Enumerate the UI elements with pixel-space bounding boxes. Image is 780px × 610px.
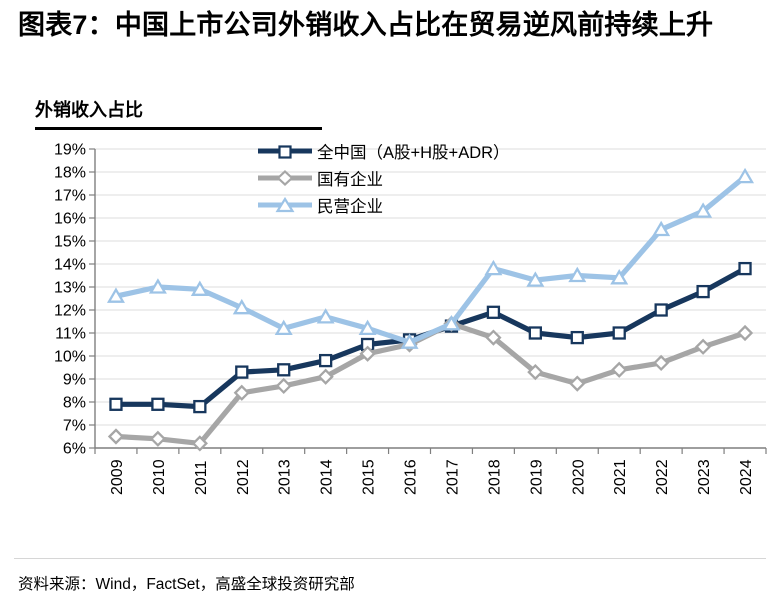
legend-item-soe: 国有企业 (256, 165, 510, 191)
y-axis-label: 15% (54, 234, 86, 251)
x-axis-label: 2024 (738, 459, 755, 495)
y-axis-label: 17% (54, 188, 86, 205)
y-axis-label: 18% (54, 165, 86, 182)
y-axis-label: 14% (54, 257, 86, 274)
x-axis-label: 2023 (696, 459, 713, 495)
x-axis-label: 2019 (528, 459, 545, 495)
line-chart-svg: 6% 7% 8% 9% 10% 11% 12% 13% 14% 15% 16% 17% 18% 19% 20… (54, 142, 767, 495)
legend-item-label: 民营企业 (317, 198, 383, 216)
chart-subtitle: 外销收入占比 (35, 96, 322, 130)
x-axis-label: 2018 (486, 459, 503, 495)
x-axis-label: 2016 (403, 459, 420, 495)
y-axis-label: 6% (63, 441, 86, 458)
x-axis-label: 2021 (612, 459, 629, 495)
x-axis-label: 2013 (277, 459, 294, 495)
x-axis-label: 2014 (319, 459, 336, 495)
y-axis-label: 11% (55, 326, 86, 343)
x-axis-label: 2015 (361, 459, 378, 495)
series-soe (107, 315, 754, 452)
legend-item-label: 全中国（A股+H股+ADR） (317, 144, 510, 162)
source-note: 资料来源：Wind，FactSet，高盛全球投资研究部 (18, 576, 355, 593)
y-axis-label: 12% (54, 303, 86, 320)
x-axis-labels: 2009 2010 2011 2012 2013 2014 2015 2016 2017 2018… (109, 459, 755, 495)
legend-swatch-diamond-icon (256, 169, 314, 187)
x-axis-label: 2009 (109, 459, 126, 495)
series-line-private (115, 174, 747, 345)
series-private (106, 167, 755, 349)
exhibit-title: 图表7：中国上市公司外销收入占比在贸易逆风前持续上升 (18, 10, 714, 40)
y-axis-labels: 6% 7% 8% 9% 10% 11% 12% 13% 14% 15% 16% 17% 18% 19% (54, 142, 86, 458)
footer-divider (14, 558, 766, 559)
legend: 全中国（A股+H股+ADR） 国有企业 民营企业 (256, 138, 510, 218)
y-axis-label: 8% (63, 395, 86, 412)
y-axis-label: 19% (54, 142, 86, 159)
legend-item-label: 国有企业 (317, 171, 383, 189)
legend-item-private: 民营企业 (256, 192, 510, 218)
x-axis-label: 2020 (570, 459, 587, 495)
y-axis-label: 7% (63, 418, 86, 435)
x-axis-label: 2017 (444, 459, 461, 495)
line-chart: 6% 7% 8% 9% 10% 11% 12% 13% 14% 15% 16% 17% 18% 19% 20… (0, 130, 780, 550)
x-axis-label: 2010 (151, 459, 168, 495)
y-axis-label: 16% (54, 211, 86, 228)
y-axis-label: 13% (54, 280, 86, 297)
legend-swatch-triangle-icon (256, 196, 314, 213)
x-axis-label: 2022 (654, 459, 671, 495)
x-axis-label: 2011 (193, 460, 210, 495)
axes (89, 148, 767, 454)
legend-item-all-china: 全中国（A股+H股+ADR） (256, 138, 510, 164)
series-all-china (109, 261, 752, 414)
y-axis-label: 9% (63, 372, 86, 389)
x-axis-label: 2012 (235, 459, 252, 495)
legend-swatch-square-icon (256, 143, 314, 159)
series-line-all-china (115, 266, 747, 410)
y-axis-label: 10% (54, 349, 86, 366)
